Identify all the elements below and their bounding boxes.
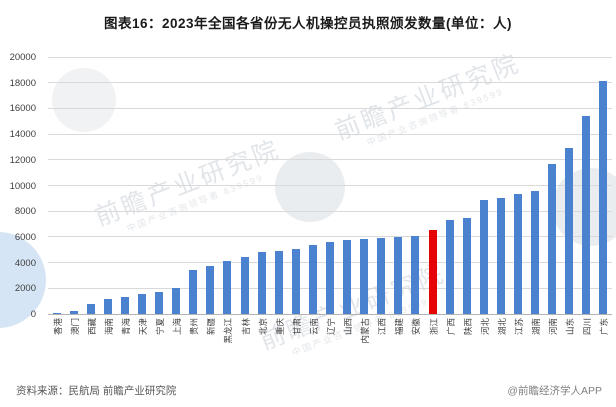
x-tick-label-text: 天津	[138, 318, 148, 336]
x-tick-label-text: 香港	[52, 318, 63, 336]
x-tick-label-text: 湖南	[531, 318, 542, 336]
x-tick-label-text: 黑龙江	[223, 318, 234, 344]
source-text: 资料来源：民航局 前瞻产业研究院	[16, 385, 177, 397]
x-tick-label-text: 甘肃	[291, 318, 302, 336]
bar	[291, 249, 300, 314]
x-tick-label-text: 广西	[445, 318, 456, 336]
x-tick-label-text: 新疆	[206, 318, 217, 336]
gridline	[48, 236, 612, 238]
credit-text: @前瞻经济学人APP	[507, 385, 602, 397]
x-tick-label-text: 安徽	[411, 318, 422, 336]
x-tick-label-text: 河南	[548, 318, 559, 336]
gridline	[48, 82, 612, 84]
x-tick-label-text: 贵州	[189, 318, 200, 336]
x-tick-label-text: 浙江	[428, 318, 439, 336]
plot-area: 香港 澳门 西藏 海南 青海 天津 宁夏 上海 贵州 新疆 黑龙江 吉林 北京 重庆 甘肃 云南 辽宁 山西 内蒙古…	[48, 56, 612, 344]
bar	[462, 218, 471, 314]
bar	[479, 199, 488, 314]
gridline	[48, 159, 612, 161]
bar	[257, 251, 266, 314]
chart-title: 图表16：2023年全国各省份无人机操控员执照颁发数量(单位：人)	[103, 16, 513, 31]
x-tick-label-text: 福建	[394, 318, 405, 336]
x-tick-label-text: 江西	[377, 318, 388, 336]
y-tick-label: 18000	[9, 77, 36, 89]
x-tick-label-text: 陕西	[462, 318, 473, 336]
y-axis: 0 2000 4000 6000 8000 10000 12000 14000 16000 180…	[0, 0, 42, 407]
x-tick-label-text: 山东	[565, 318, 576, 336]
bar	[428, 230, 437, 314]
x-tick-label-text: 青海	[120, 318, 131, 336]
bar	[223, 260, 232, 314]
x-tick-label-text: 重庆	[274, 318, 285, 336]
x-tick-label-text: 北京	[257, 318, 268, 336]
gridline	[48, 210, 612, 212]
x-tick-label-text: 江苏	[514, 318, 524, 336]
bar	[548, 163, 557, 314]
bar	[206, 266, 215, 314]
y-tick-label: 6000	[14, 231, 36, 243]
bar	[155, 292, 164, 314]
bar	[86, 304, 95, 314]
x-tick-label-text: 西藏	[86, 318, 97, 336]
bar	[240, 256, 249, 314]
bar	[326, 242, 334, 314]
y-tick-label: 4000	[14, 257, 36, 269]
x-tick-label-text: 上海	[172, 318, 183, 336]
bar	[189, 270, 198, 314]
x-tick-label-text: 海南	[103, 318, 114, 336]
y-tick-label: 14000	[9, 129, 36, 141]
x-tick-label-text: 广东	[599, 318, 610, 336]
y-tick-label: 0	[30, 309, 36, 320]
y-tick-label: 16000	[9, 103, 36, 115]
gridline	[48, 185, 612, 186]
x-tick-label-text: 澳门	[69, 318, 80, 336]
x-tick-label-text: 山西	[343, 318, 354, 336]
bar	[138, 294, 146, 314]
bar	[565, 148, 574, 314]
bar	[531, 191, 540, 314]
bar	[308, 244, 317, 314]
bar	[52, 312, 61, 314]
bar	[445, 220, 454, 314]
bar	[411, 236, 420, 314]
x-tick-label-text: 四川	[582, 318, 593, 336]
bar	[120, 297, 129, 314]
bar	[103, 298, 112, 314]
bar	[394, 236, 403, 314]
bar	[69, 311, 78, 314]
bar	[274, 251, 283, 314]
y-tick-label: 2000	[14, 283, 36, 295]
bar	[172, 288, 181, 314]
x-tick-label-text: 宁夏	[155, 318, 166, 336]
gridline	[48, 133, 612, 135]
y-tick-label: 10000	[9, 180, 36, 192]
gridline	[48, 107, 612, 109]
bar	[514, 193, 522, 314]
bar	[599, 81, 608, 314]
bar	[360, 239, 369, 314]
x-tick-label-text: 吉林	[240, 318, 251, 336]
bar	[377, 238, 386, 314]
y-tick-label: 20000	[9, 52, 36, 63]
y-tick-label: 8000	[14, 206, 36, 218]
bar	[343, 240, 352, 314]
x-tick-label-text: 河北	[479, 318, 490, 336]
gridline	[48, 56, 612, 58]
x-tick-label-text: 云南	[308, 318, 319, 336]
x-tick-label-text: 湖北	[496, 318, 507, 336]
bar	[582, 116, 591, 314]
y-tick-label: 12000	[9, 154, 36, 166]
gridline	[48, 313, 612, 315]
bar	[496, 197, 505, 314]
x-tick-label-text: 辽宁	[326, 318, 336, 336]
x-tick-label-text: 内蒙古	[360, 318, 371, 344]
